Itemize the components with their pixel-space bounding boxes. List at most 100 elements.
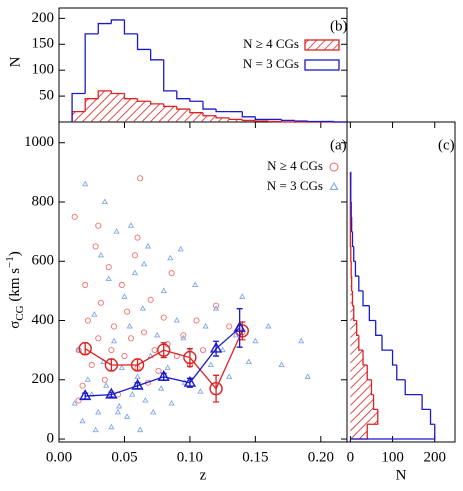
point bbox=[245, 358, 252, 365]
hatch-bar bbox=[350, 305, 354, 321]
histogram-step bbox=[353, 305, 357, 322]
histogram-step bbox=[254, 116, 269, 121]
y-tick-label: 200 bbox=[32, 371, 55, 387]
histogram-step bbox=[280, 119, 295, 122]
hatch-bar bbox=[242, 120, 256, 122]
binned-point bbox=[79, 389, 92, 401]
histogram-step bbox=[202, 101, 217, 110]
point bbox=[71, 213, 78, 220]
point bbox=[144, 242, 152, 249]
binned-point bbox=[105, 387, 118, 399]
histogram-step bbox=[354, 261, 359, 277]
hatch-bar bbox=[203, 115, 217, 122]
point bbox=[88, 361, 95, 369]
legend-marker bbox=[329, 162, 339, 172]
histogram-step bbox=[367, 409, 379, 425]
point bbox=[131, 269, 139, 276]
hatch-bar bbox=[72, 111, 86, 122]
point bbox=[150, 408, 157, 415]
histogram-step bbox=[372, 394, 378, 411]
point bbox=[164, 364, 171, 370]
binned-point bbox=[78, 341, 92, 356]
error-bar bbox=[160, 342, 167, 359]
point bbox=[147, 296, 154, 303]
histogram-step bbox=[84, 33, 99, 94]
hatch-bar bbox=[350, 394, 374, 410]
histogram-step bbox=[350, 216, 353, 233]
hatch-bar bbox=[124, 98, 138, 122]
point bbox=[278, 361, 285, 367]
histogram-step bbox=[358, 276, 364, 292]
y-axis-label: σCG (km s−1) bbox=[4, 251, 26, 329]
point bbox=[212, 305, 220, 311]
point bbox=[113, 228, 120, 234]
point bbox=[84, 376, 91, 382]
point bbox=[82, 180, 89, 187]
histogram-step bbox=[351, 290, 354, 307]
point bbox=[121, 353, 128, 360]
point bbox=[180, 332, 187, 339]
histogram-step bbox=[189, 109, 203, 114]
histogram-step bbox=[404, 379, 423, 396]
histogram-step bbox=[396, 364, 406, 381]
histogram-step bbox=[254, 120, 269, 122]
error-bar bbox=[82, 342, 89, 356]
y-tick-label: 600 bbox=[32, 253, 55, 269]
binned-point bbox=[183, 350, 197, 365]
x-tick-label: 0.10 bbox=[177, 449, 203, 465]
point bbox=[177, 245, 184, 252]
histogram-step bbox=[421, 394, 431, 411]
point bbox=[304, 373, 311, 379]
point bbox=[239, 293, 246, 299]
histogram-step bbox=[163, 59, 177, 92]
label-part: ) bbox=[7, 251, 23, 256]
point bbox=[95, 335, 102, 342]
histogram-step bbox=[356, 320, 359, 336]
point bbox=[141, 329, 148, 336]
histogram-step bbox=[362, 350, 368, 366]
point bbox=[168, 270, 175, 277]
histogram-step bbox=[215, 115, 230, 119]
histogram-step bbox=[267, 120, 282, 123]
x-axis-label: z bbox=[200, 467, 207, 483]
hatch-bar bbox=[229, 119, 243, 122]
point bbox=[154, 331, 161, 338]
hatch-bar bbox=[350, 320, 357, 336]
point bbox=[105, 264, 112, 271]
error-bar bbox=[213, 374, 220, 403]
binned-point bbox=[131, 378, 144, 390]
point bbox=[127, 222, 135, 228]
histogram-step bbox=[110, 19, 125, 24]
histogram-step bbox=[362, 290, 370, 307]
histogram-step bbox=[350, 424, 436, 440]
x-tick-label: 0.20 bbox=[308, 449, 334, 465]
point bbox=[134, 234, 141, 241]
point bbox=[82, 281, 89, 289]
histogram-step bbox=[202, 112, 217, 117]
histogram-step bbox=[366, 364, 372, 381]
y-tick-label: 100 bbox=[32, 62, 55, 78]
point bbox=[193, 317, 200, 324]
hatch-bar bbox=[350, 379, 372, 395]
point bbox=[142, 397, 149, 403]
legend-swatch bbox=[304, 39, 340, 51]
histogram-step bbox=[241, 111, 256, 118]
hatch-bar bbox=[150, 103, 164, 122]
point bbox=[118, 281, 125, 289]
point bbox=[71, 399, 78, 406]
histogram-step bbox=[123, 19, 138, 35]
point bbox=[97, 299, 104, 306]
histogram-step bbox=[429, 409, 435, 425]
point bbox=[219, 346, 226, 353]
point bbox=[140, 260, 148, 267]
histogram-step bbox=[370, 379, 374, 396]
point bbox=[91, 311, 98, 317]
point bbox=[197, 388, 204, 394]
point bbox=[95, 222, 102, 229]
point bbox=[127, 335, 135, 342]
point bbox=[126, 322, 133, 329]
histogram-step bbox=[241, 119, 256, 122]
histogram-step bbox=[163, 103, 177, 108]
point bbox=[92, 426, 99, 433]
legend-label: N = 3 CGs bbox=[267, 178, 323, 193]
